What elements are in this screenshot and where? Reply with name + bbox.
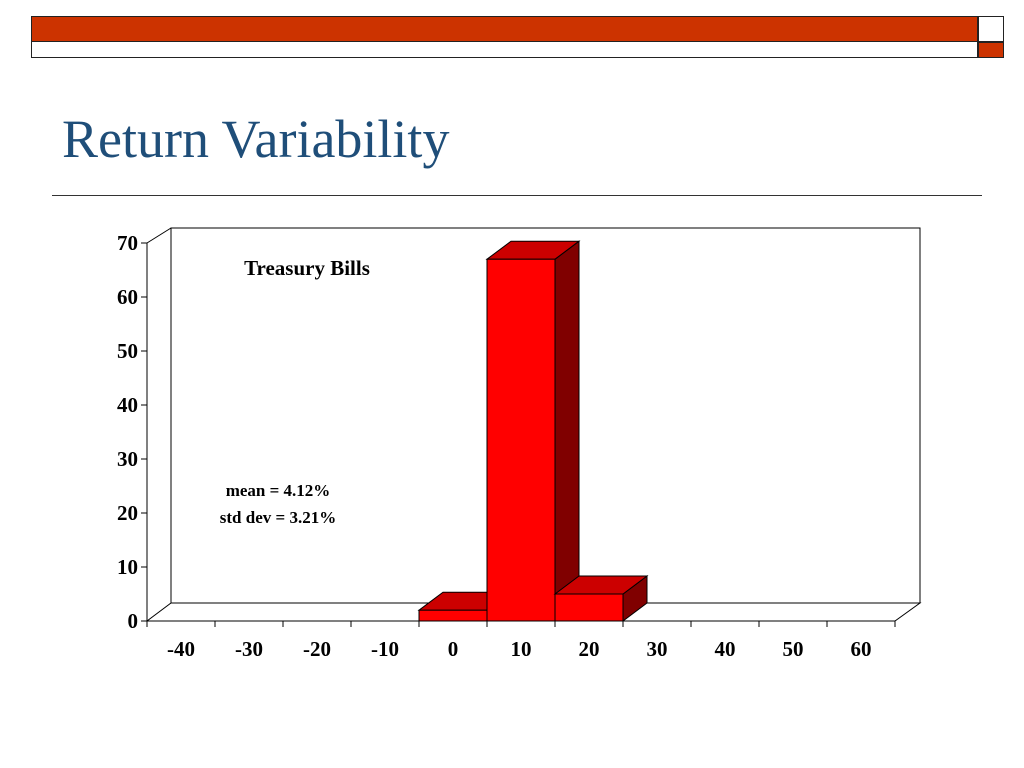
x-tick-label: 30 (647, 637, 668, 661)
bar-front-face (486, 258, 556, 622)
bar-series (417, 240, 649, 622)
header-accent-bar (31, 16, 978, 42)
y-tick-label: 30 (117, 447, 138, 471)
bar (485, 240, 581, 622)
mean-annotation: mean = 4.12% (226, 481, 331, 500)
x-axis: -40 -30 -20 -10 0 10 20 30 40 50 60 (146, 620, 896, 661)
y-tick-label: 50 (117, 339, 138, 363)
y-tick-label: 70 (117, 231, 138, 255)
y-tick-label: 10 (117, 555, 138, 579)
x-tick-label: -20 (303, 637, 331, 661)
chart-corner-edge (146, 227, 172, 244)
bar (553, 575, 649, 622)
chart-title: Treasury Bills (244, 256, 370, 280)
y-axis: 0 10 20 30 40 50 60 70 (117, 231, 148, 633)
y-tick-label: 0 (128, 609, 139, 633)
stddev-annotation: std dev = 3.21% (220, 508, 336, 527)
header-corner-fill (978, 42, 1004, 58)
header-corner-box (978, 16, 1004, 42)
x-tick-label: 0 (448, 637, 459, 661)
y-tick-label: 60 (117, 285, 138, 309)
x-tick-label: 50 (783, 637, 804, 661)
bar-front-face (554, 593, 624, 622)
x-tick-label: -10 (371, 637, 399, 661)
slide-title: Return Variability (62, 109, 450, 169)
x-tick-label: 60 (851, 637, 872, 661)
y-tick-label: 40 (117, 393, 138, 417)
x-tick-label: -30 (235, 637, 263, 661)
bar-side-face (554, 240, 580, 622)
x-tick-label: -40 (167, 637, 195, 661)
x-tick-label: 40 (715, 637, 736, 661)
bar-front-face (418, 609, 488, 622)
x-tick-label: 10 (511, 637, 532, 661)
y-tick-label: 20 (117, 501, 138, 525)
x-tick-label: 20 (579, 637, 600, 661)
title-divider (52, 195, 982, 196)
